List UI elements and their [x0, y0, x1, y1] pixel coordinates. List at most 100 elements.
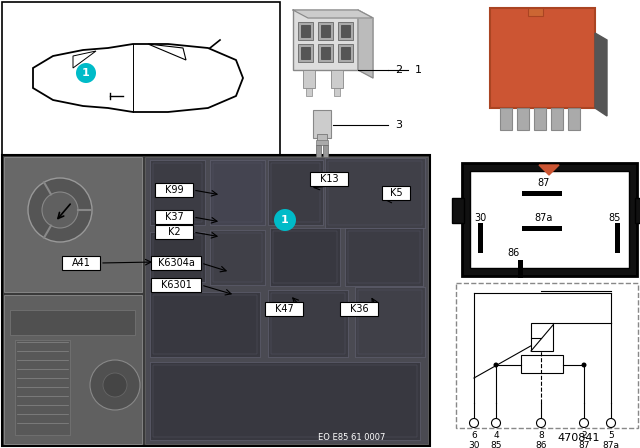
- Circle shape: [103, 373, 127, 397]
- Bar: [531, 323, 553, 351]
- Bar: [331, 70, 343, 88]
- Bar: [522, 226, 562, 231]
- Circle shape: [579, 418, 589, 427]
- Bar: [522, 191, 562, 196]
- Bar: [615, 223, 620, 253]
- Bar: [151, 278, 201, 292]
- Polygon shape: [539, 165, 559, 175]
- Bar: [213, 233, 262, 282]
- Text: 87: 87: [579, 441, 589, 448]
- Bar: [340, 302, 378, 316]
- Bar: [534, 108, 546, 130]
- Bar: [155, 225, 193, 239]
- Bar: [325, 158, 425, 228]
- Circle shape: [607, 418, 616, 427]
- Bar: [15, 340, 70, 435]
- Bar: [4, 295, 142, 444]
- Text: 2: 2: [581, 431, 587, 440]
- Bar: [301, 47, 310, 59]
- Bar: [301, 25, 310, 37]
- Bar: [150, 292, 260, 357]
- Polygon shape: [293, 10, 373, 18]
- Bar: [273, 231, 337, 283]
- Bar: [317, 134, 327, 142]
- Circle shape: [76, 63, 96, 83]
- Bar: [551, 108, 563, 130]
- Text: 3: 3: [395, 120, 402, 130]
- Bar: [210, 160, 265, 225]
- Bar: [500, 108, 512, 130]
- Text: 85: 85: [490, 441, 502, 448]
- Text: 30: 30: [468, 441, 480, 448]
- Bar: [635, 198, 640, 223]
- Bar: [334, 88, 340, 96]
- Bar: [62, 256, 100, 270]
- Text: K13: K13: [320, 174, 339, 184]
- Text: A41: A41: [72, 258, 90, 268]
- Bar: [306, 88, 312, 96]
- Circle shape: [536, 418, 545, 427]
- Text: K99: K99: [164, 185, 183, 195]
- Bar: [153, 163, 202, 222]
- Bar: [150, 160, 205, 225]
- Bar: [568, 108, 580, 130]
- Bar: [456, 283, 638, 428]
- Bar: [316, 145, 321, 157]
- Bar: [153, 295, 257, 354]
- Bar: [153, 235, 202, 279]
- Bar: [470, 171, 629, 268]
- Text: K5: K5: [390, 188, 403, 198]
- Text: K6301: K6301: [161, 280, 191, 290]
- Bar: [271, 163, 320, 222]
- Text: EO E85 61 0007: EO E85 61 0007: [317, 434, 385, 443]
- Bar: [153, 365, 417, 437]
- Bar: [358, 290, 422, 354]
- Text: 30: 30: [474, 213, 486, 223]
- Bar: [2, 2, 280, 155]
- Bar: [213, 163, 262, 222]
- PathPatch shape: [73, 51, 96, 68]
- Circle shape: [493, 362, 499, 367]
- Bar: [268, 290, 348, 357]
- Bar: [310, 172, 348, 186]
- Text: 5: 5: [608, 431, 614, 440]
- Bar: [151, 256, 201, 270]
- Text: 1: 1: [415, 65, 422, 75]
- Circle shape: [470, 418, 479, 427]
- Text: 85: 85: [609, 213, 621, 223]
- Bar: [528, 8, 543, 16]
- Bar: [382, 186, 410, 200]
- Bar: [323, 145, 328, 157]
- Text: 2: 2: [395, 65, 402, 75]
- Bar: [298, 44, 313, 62]
- Bar: [318, 44, 333, 62]
- Bar: [145, 157, 428, 444]
- Text: 87a: 87a: [535, 213, 553, 223]
- Text: K36: K36: [349, 304, 368, 314]
- Bar: [338, 44, 353, 62]
- PathPatch shape: [33, 44, 243, 112]
- Bar: [2, 155, 430, 446]
- Bar: [318, 22, 333, 40]
- Text: K2: K2: [168, 227, 180, 237]
- Bar: [490, 8, 595, 108]
- Bar: [321, 47, 330, 59]
- Text: K37: K37: [164, 212, 184, 222]
- Bar: [462, 163, 637, 276]
- Bar: [338, 22, 353, 40]
- Text: 1: 1: [281, 215, 289, 225]
- Bar: [155, 210, 193, 224]
- PathPatch shape: [148, 44, 186, 60]
- Text: 87: 87: [538, 178, 550, 188]
- Circle shape: [274, 209, 296, 231]
- Polygon shape: [358, 10, 373, 78]
- Bar: [345, 228, 423, 286]
- Bar: [271, 293, 345, 354]
- Circle shape: [28, 178, 92, 242]
- Bar: [355, 287, 425, 357]
- Bar: [328, 161, 422, 225]
- Polygon shape: [595, 33, 607, 116]
- Bar: [4, 157, 142, 292]
- Bar: [155, 183, 193, 197]
- Bar: [10, 310, 135, 335]
